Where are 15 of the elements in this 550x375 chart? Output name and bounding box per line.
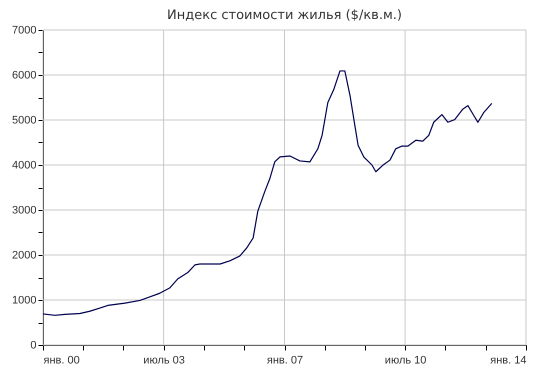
y-tick-label: 0	[30, 340, 36, 352]
chart-title: Индекс стоимости жилья ($/кв.м.)	[167, 8, 402, 23]
x-tick-label: янв. 07	[266, 354, 304, 366]
x-tick-label: июль 03	[143, 354, 185, 366]
y-tick-label: 4000	[12, 160, 36, 172]
line-series	[42, 70, 492, 316]
y-tick-label: 1000	[12, 294, 36, 306]
y-tick-label: 7000	[12, 24, 36, 36]
y-tick-label: 5000	[12, 114, 36, 126]
y-tick-label: 6000	[12, 70, 36, 82]
y-tick-label: 3000	[12, 204, 36, 216]
x-tick-label: янв. 14	[490, 354, 526, 366]
x-tick-label: янв. 00	[44, 354, 80, 366]
x-tick-label: июль 10	[384, 354, 426, 366]
y-tick-label: 2000	[12, 250, 36, 262]
